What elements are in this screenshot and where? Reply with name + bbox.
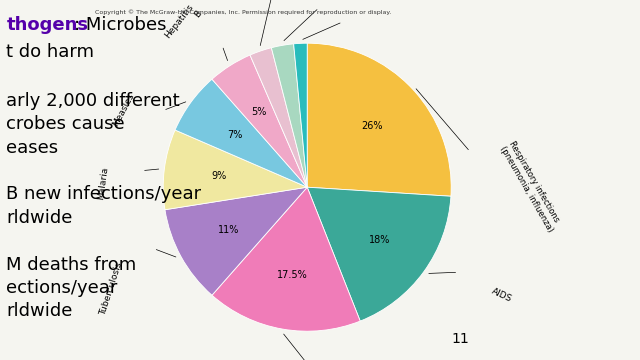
Text: 7%: 7% xyxy=(227,130,243,140)
Wedge shape xyxy=(165,187,307,295)
Text: 11%: 11% xyxy=(218,225,239,235)
Text: 11: 11 xyxy=(452,332,470,346)
Wedge shape xyxy=(250,48,307,187)
Text: ections/year: ections/year xyxy=(6,279,118,297)
Text: rldwide: rldwide xyxy=(6,302,73,320)
Text: M deaths from: M deaths from xyxy=(6,256,137,274)
Wedge shape xyxy=(163,130,307,210)
Text: thogens: thogens xyxy=(6,16,88,34)
Wedge shape xyxy=(175,79,307,187)
Text: 26%: 26% xyxy=(362,121,383,131)
Text: Tuberculosis: Tuberculosis xyxy=(99,261,124,316)
Text: Hepatitis
B: Hepatitis B xyxy=(163,3,204,46)
Text: : Microbes: : Microbes xyxy=(74,16,166,34)
Text: 17.5%: 17.5% xyxy=(276,270,307,280)
Text: 5%: 5% xyxy=(252,107,267,117)
Wedge shape xyxy=(271,44,307,187)
Wedge shape xyxy=(307,187,451,321)
Text: 18%: 18% xyxy=(369,235,390,245)
Text: arly 2,000 different: arly 2,000 different xyxy=(6,92,180,110)
Text: Malaria: Malaria xyxy=(97,166,110,201)
Text: 9%: 9% xyxy=(211,171,227,181)
Text: Copyright © The McGraw-Hill Companies, Inc. Permission required for reproduction: Copyright © The McGraw-Hill Companies, I… xyxy=(95,9,391,15)
Text: B new infections/year: B new infections/year xyxy=(6,185,202,203)
Text: Measles: Measles xyxy=(111,91,136,128)
Text: crobes cause: crobes cause xyxy=(6,115,125,133)
Text: eases: eases xyxy=(6,139,58,157)
Wedge shape xyxy=(294,43,307,187)
Text: Respiratory infections
(pneumonia, influenza): Respiratory infections (pneumonia, influ… xyxy=(497,139,563,234)
Wedge shape xyxy=(307,43,451,196)
Text: t do harm: t do harm xyxy=(6,43,95,61)
Wedge shape xyxy=(212,187,360,331)
Text: rldwide: rldwide xyxy=(6,209,73,227)
Wedge shape xyxy=(212,55,307,187)
Text: AIDS: AIDS xyxy=(490,287,513,304)
